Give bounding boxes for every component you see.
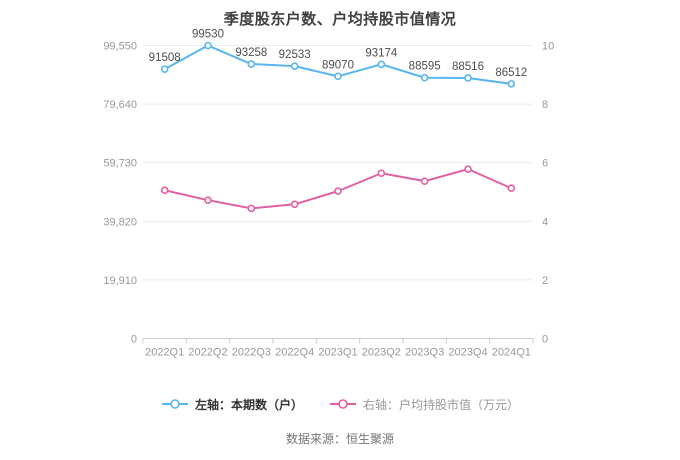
data-point-marker[interactable] <box>377 60 386 69</box>
chart-title: 季度股东户数、户均持股市值情况 <box>223 11 457 28</box>
data-point-marker[interactable] <box>334 72 342 81</box>
data-point-marker[interactable] <box>160 186 169 195</box>
data-point-marker[interactable] <box>334 187 342 195</box>
legend-label-shareholder-count: 左轴：本期数（户） <box>194 397 303 412</box>
legend-item-avg-holding-value[interactable]: 右轴：户均持股市值（万元） <box>329 396 519 413</box>
x-axis-category-label: 2023Q4 <box>448 347 487 359</box>
data-point-marker[interactable] <box>247 204 256 213</box>
x-axis-category-label: 2022Q4 <box>275 347 314 359</box>
data-point-marker[interactable] <box>160 65 169 73</box>
data-point-marker[interactable] <box>420 177 429 185</box>
data-point-marker[interactable] <box>464 165 472 173</box>
data-point-label: 93174 <box>365 47 398 59</box>
left-axis-tick-label: 19,910 <box>103 275 137 287</box>
data-point-marker[interactable] <box>290 200 299 209</box>
right-axis-tick-label: 4 <box>542 216 548 228</box>
data-point-label: 93258 <box>235 47 267 59</box>
data-source-text: 数据来源：恒生聚源 <box>285 432 394 446</box>
right-axis-tick-label: 2 <box>542 275 548 287</box>
x-axis-category-label: 2022Q2 <box>188 347 227 359</box>
data-point-marker[interactable] <box>464 74 472 82</box>
data-point-label: 86512 <box>495 67 527 79</box>
x-axis-category-label: 2024Q1 <box>492 347 531 359</box>
data-point-marker[interactable] <box>290 62 299 70</box>
data-point-label: 91508 <box>149 52 181 64</box>
data-point-marker[interactable] <box>247 60 256 68</box>
legend-marker-line-circle-icon <box>161 399 188 409</box>
data-point-marker[interactable] <box>204 196 212 205</box>
right-axis-tick-label: 6 <box>542 158 548 170</box>
legend-marker-line-circle-icon <box>330 399 356 409</box>
line-chart-plot-area: 0 19,910 39,820 59,730 79,640 99,550 0 2 4 6 8 10 20… <box>103 29 554 359</box>
left-axis-tick-label: 79,640 <box>103 99 137 111</box>
data-point-label: 88516 <box>452 61 484 73</box>
left-axis-tick-label: 99,550 <box>103 41 137 53</box>
data-point-marker[interactable] <box>507 80 516 88</box>
x-axis-category-label: 2022Q3 <box>232 347 271 359</box>
x-axis-category-label: 2023Q1 <box>318 347 357 359</box>
data-point-marker[interactable] <box>204 41 212 50</box>
data-point-marker[interactable] <box>420 73 429 82</box>
data-point-label: 89070 <box>322 59 354 71</box>
x-axis-category-label: 2023Q2 <box>362 347 401 359</box>
data-point-label: 99530 <box>192 29 224 41</box>
right-axis-tick-label: 0 <box>542 334 548 346</box>
right-axis-tick-label: 8 <box>542 99 548 111</box>
data-point-label: 88595 <box>409 61 441 73</box>
right-axis-tick-label: 10 <box>542 41 554 53</box>
data-point-marker[interactable] <box>507 184 516 192</box>
x-axis-category-label: 2023Q3 <box>405 347 444 359</box>
x-axis-category-label: 2022Q1 <box>145 347 184 359</box>
left-axis-tick-label: 0 <box>131 334 137 346</box>
data-point-marker[interactable] <box>377 169 386 178</box>
chart-legend: 左轴：本期数（户） 右轴：户均持股市值（万元） <box>0 395 680 413</box>
legend-label-avg-holding-value: 右轴：户均持股市值（万元） <box>363 397 520 412</box>
left-axis-tick-label: 39,820 <box>103 216 137 228</box>
left-axis-tick-label: 59,730 <box>103 158 137 170</box>
legend-item-shareholder-count[interactable]: 左轴：本期数（户） <box>161 396 303 413</box>
data-point-label: 92533 <box>279 49 311 61</box>
